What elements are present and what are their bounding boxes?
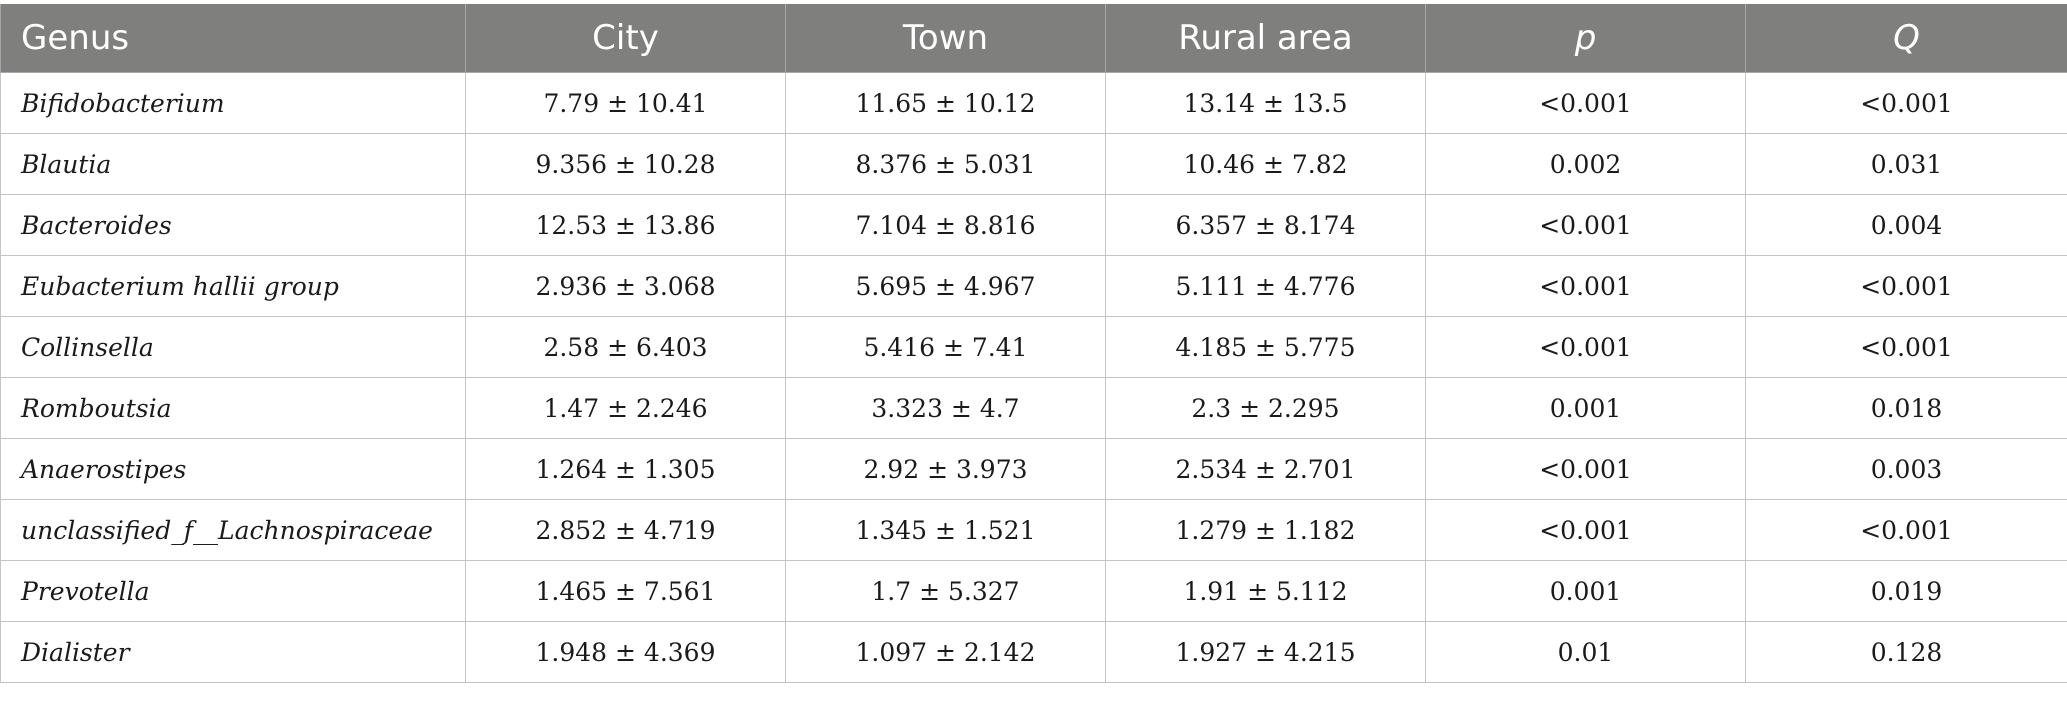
cell-city: 2.58 ± 6.403 xyxy=(465,316,786,378)
cell-town: 7.104 ± 8.816 xyxy=(785,194,1106,256)
cell-city: 2.936 ± 3.068 xyxy=(465,255,786,317)
cell-rural-area: 1.279 ± 1.182 xyxy=(1105,499,1426,561)
header-genus: Genus xyxy=(0,4,466,73)
cell-town: 1.345 ± 1.521 xyxy=(785,499,1106,561)
genus-table-container: Genus City Town Rural area p Q Bifidobac… xyxy=(0,4,2067,683)
cell-town: 1.097 ± 2.142 xyxy=(785,621,1106,683)
cell-p-value: 0.002 xyxy=(1425,133,1746,195)
cell-town: 3.323 ± 4.7 xyxy=(785,377,1106,439)
table-header: Genus City Town Rural area p Q xyxy=(0,4,2067,73)
cell-genus: Blautia xyxy=(0,133,466,195)
cell-town: 11.65 ± 10.12 xyxy=(785,72,1106,134)
header-town: Town xyxy=(785,4,1106,73)
cell-city: 9.356 ± 10.28 xyxy=(465,133,786,195)
table-row: Collinsella 2.58 ± 6.403 5.416 ± 7.41 4.185… xyxy=(0,316,2067,378)
cell-p-value: <0.001 xyxy=(1425,72,1746,134)
table-row: Anaerostipes 1.264 ± 1.305 2.92 ± 3.973 2.5… xyxy=(0,438,2067,500)
cell-genus: Dialister xyxy=(0,621,466,683)
cell-town: 1.7 ± 5.327 xyxy=(785,560,1106,622)
cell-q-value: <0.001 xyxy=(1745,316,2067,378)
cell-rural-area: 10.46 ± 7.82 xyxy=(1105,133,1426,195)
cell-town: 2.92 ± 3.973 xyxy=(785,438,1106,500)
cell-town: 5.416 ± 7.41 xyxy=(785,316,1106,378)
cell-p-value: 0.001 xyxy=(1425,377,1746,439)
cell-p-value: <0.001 xyxy=(1425,194,1746,256)
cell-city: 1.465 ± 7.561 xyxy=(465,560,786,622)
cell-rural-area: 13.14 ± 13.5 xyxy=(1105,72,1426,134)
cell-genus: Prevotella xyxy=(0,560,466,622)
cell-q-value: 0.004 xyxy=(1745,194,2067,256)
cell-genus: unclassified_f__Lachnospiraceae xyxy=(0,499,466,561)
cell-city: 12.53 ± 13.86 xyxy=(465,194,786,256)
cell-q-value: <0.001 xyxy=(1745,72,2067,134)
cell-p-value: 0.001 xyxy=(1425,560,1746,622)
cell-q-value: 0.003 xyxy=(1745,438,2067,500)
cell-rural-area: 1.927 ± 4.215 xyxy=(1105,621,1426,683)
header-city: City xyxy=(465,4,786,73)
cell-city: 1.948 ± 4.369 xyxy=(465,621,786,683)
cell-genus: Collinsella xyxy=(0,316,466,378)
cell-p-value: <0.001 xyxy=(1425,438,1746,500)
cell-genus: Bifidobacterium xyxy=(0,72,466,134)
header-row: Genus City Town Rural area p Q xyxy=(0,4,2067,73)
cell-q-value: <0.001 xyxy=(1745,499,2067,561)
cell-q-value: 0.019 xyxy=(1745,560,2067,622)
table-row: Blautia 9.356 ± 10.28 8.376 ± 5.031 10.46 ±… xyxy=(0,133,2067,195)
cell-city: 1.47 ± 2.246 xyxy=(465,377,786,439)
cell-town: 5.695 ± 4.967 xyxy=(785,255,1106,317)
cell-rural-area: 2.534 ± 2.701 xyxy=(1105,438,1426,500)
cell-genus: Bacteroides xyxy=(0,194,466,256)
cell-q-value: <0.001 xyxy=(1745,255,2067,317)
table-body: Bifidobacterium 7.79 ± 10.41 11.65 ± 10.12… xyxy=(0,72,2067,683)
cell-rural-area: 2.3 ± 2.295 xyxy=(1105,377,1426,439)
table-row: Bacteroides 12.53 ± 13.86 7.104 ± 8.816 6.3… xyxy=(0,194,2067,256)
header-rural-area: Rural area xyxy=(1105,4,1426,73)
cell-genus: Anaerostipes xyxy=(0,438,466,500)
cell-rural-area: 6.357 ± 8.174 xyxy=(1105,194,1426,256)
table-row: Romboutsia 1.47 ± 2.246 3.323 ± 4.7 2.3 ± 2… xyxy=(0,377,2067,439)
cell-rural-area: 5.111 ± 4.776 xyxy=(1105,255,1426,317)
table-row: Prevotella 1.465 ± 7.561 1.7 ± 5.327 1.91 ±… xyxy=(0,560,2067,622)
cell-city: 1.264 ± 1.305 xyxy=(465,438,786,500)
cell-p-value: <0.001 xyxy=(1425,499,1746,561)
cell-p-value: 0.01 xyxy=(1425,621,1746,683)
cell-rural-area: 4.185 ± 5.775 xyxy=(1105,316,1426,378)
table-row: Bifidobacterium 7.79 ± 10.41 11.65 ± 10.12… xyxy=(0,72,2067,134)
cell-town: 8.376 ± 5.031 xyxy=(785,133,1106,195)
header-q: Q xyxy=(1745,4,2067,73)
table-row: Eubacterium hallii group 2.936 ± 3.068 5.6… xyxy=(0,255,2067,317)
cell-genus: Romboutsia xyxy=(0,377,466,439)
cell-q-value: 0.128 xyxy=(1745,621,2067,683)
table-row: unclassified_f__Lachnospiraceae 2.852 ± 4… xyxy=(0,499,2067,561)
table-row: Dialister 1.948 ± 4.369 1.097 ± 2.142 1.927… xyxy=(0,621,2067,683)
cell-q-value: 0.031 xyxy=(1745,133,2067,195)
cell-city: 7.79 ± 10.41 xyxy=(465,72,786,134)
cell-rural-area: 1.91 ± 5.112 xyxy=(1105,560,1426,622)
cell-p-value: <0.001 xyxy=(1425,255,1746,317)
cell-genus: Eubacterium hallii group xyxy=(0,255,466,317)
cell-city: 2.852 ± 4.719 xyxy=(465,499,786,561)
cell-p-value: <0.001 xyxy=(1425,316,1746,378)
cell-q-value: 0.018 xyxy=(1745,377,2067,439)
genus-abundance-table: Genus City Town Rural area p Q Bifidobac… xyxy=(0,4,2067,683)
header-p: p xyxy=(1425,4,1746,73)
